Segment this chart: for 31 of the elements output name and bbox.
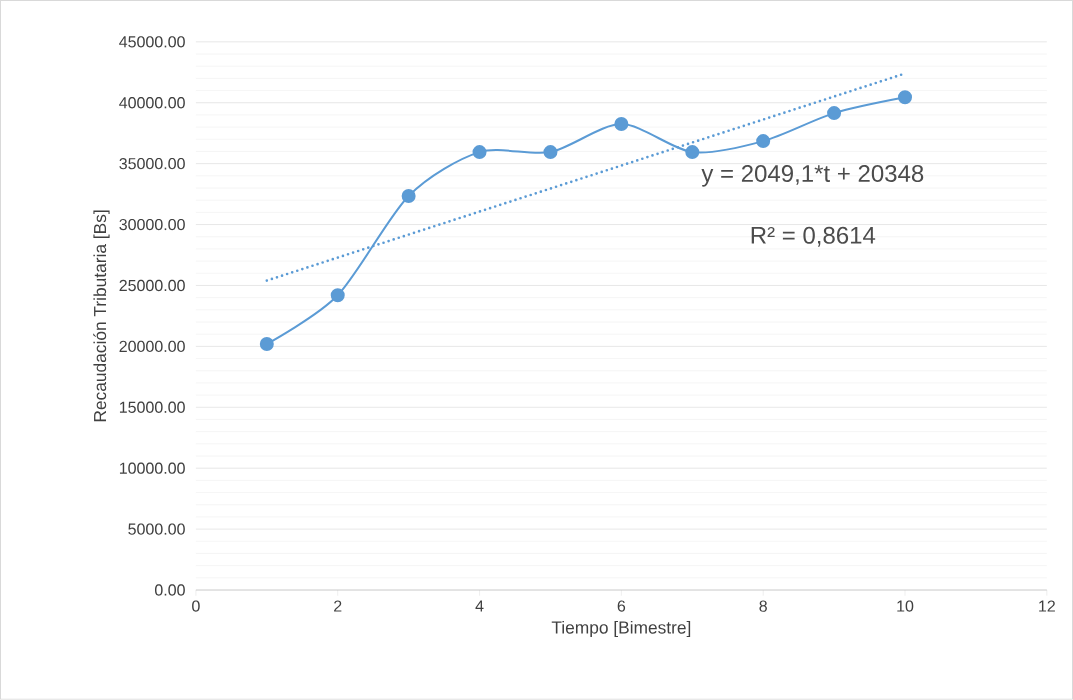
x-axis-title: Tiempo [Bimestre] <box>551 620 691 638</box>
annotation: R² = 0,8614 <box>751 226 876 247</box>
y-tick-label: 15000.00 <box>119 401 185 413</box>
annotation: y = 2049,1*t + 20348 <box>701 165 924 187</box>
point <box>472 145 487 160</box>
point <box>756 134 771 149</box>
point <box>259 337 274 351</box>
point <box>401 188 416 203</box>
x-tick-label: 12 <box>1039 600 1055 612</box>
x-tick-label: 10 <box>897 600 914 612</box>
point <box>543 145 558 160</box>
y-tick-label: 5000.00 <box>128 523 185 535</box>
point <box>827 106 842 121</box>
y-tick-label: 25000.00 <box>119 279 185 292</box>
y-tick-label: 10000.00 <box>119 462 185 474</box>
x-tick-label: 0 <box>192 600 200 612</box>
y-tick-label: 35000.00 <box>119 158 185 170</box>
point <box>330 288 345 303</box>
x-tick-label: 2 <box>334 600 342 612</box>
point <box>685 145 700 160</box>
point <box>614 117 629 132</box>
x-tick-label: 8 <box>759 600 767 612</box>
y-tick-label: 45000.00 <box>119 36 185 48</box>
point <box>898 90 913 105</box>
x-tick-label: 4 <box>475 600 484 612</box>
y-tick-label: 20000.00 <box>119 340 185 353</box>
y-axis-title: Recaudación Tributaria [Bs] <box>93 210 110 422</box>
y-tick-label: 40000.00 <box>119 97 185 109</box>
y-tick-label: 30000.00 <box>119 218 185 231</box>
y-tick-label: 0.00 <box>154 584 185 596</box>
x-tick-label: 6 <box>617 600 626 612</box>
